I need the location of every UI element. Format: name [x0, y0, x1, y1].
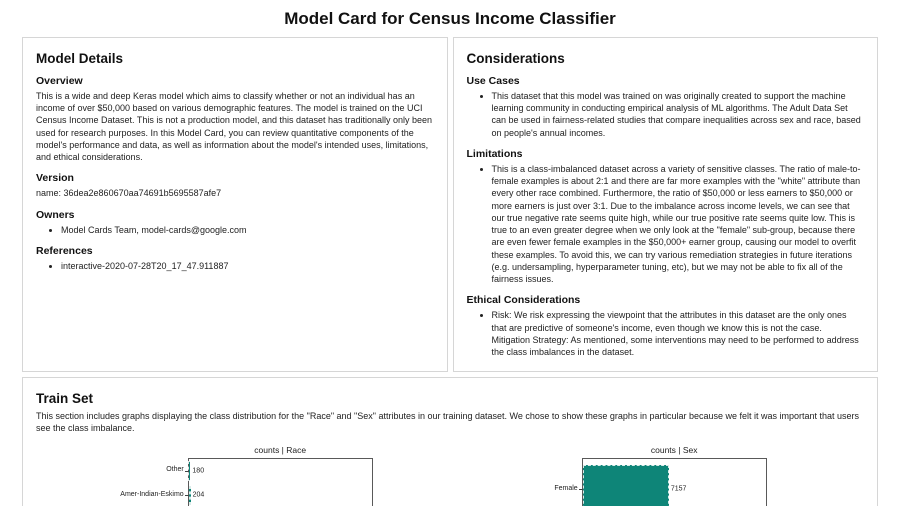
train-set-title: Train Set — [36, 391, 94, 407]
race-chart-slot: bucketsOtherAmer-Indian-EskimoAsian-Pac-… — [36, 444, 450, 506]
bar-chart: bucketsFemaleMalecounts | Sex71571463402… — [547, 444, 767, 506]
top-cards-row: Model Details Overview This is a wide an… — [22, 37, 878, 373]
overview-heading: Overview — [36, 75, 83, 87]
y-tick-mark — [578, 489, 583, 491]
ethical-considerations-list: Risk: We risk expressing the viewpoint t… — [467, 309, 865, 358]
bar — [188, 461, 191, 481]
references-heading: References — [36, 244, 93, 257]
owners-list: Model Cards Team, model-cards@google.com — [36, 224, 434, 236]
considerations-card: Considerations Use Cases This dataset th… — [452, 37, 878, 373]
list-item: This dataset that this model was trained… — [492, 90, 865, 139]
list-item: Risk: We risk expressing the viewpoint t… — [492, 309, 865, 358]
category-label: Female — [554, 484, 578, 492]
train-set-description: This section includes graphs displaying … — [36, 411, 860, 434]
list-item: This is a class-imbalanced dataset acros… — [492, 163, 865, 285]
y-axis-label: buckets — [547, 458, 554, 506]
category-labels: FemaleMale — [554, 458, 581, 506]
bar-value-label: 180 — [192, 467, 205, 475]
use-cases-list: This dataset that this model was trained… — [467, 90, 865, 139]
page-title: Model Card for Census Income Classifier — [284, 9, 616, 28]
y-tick-mark — [184, 470, 189, 472]
chart-main: counts | Sex7157146340200040006000800010… — [578, 444, 767, 506]
considerations-title: Considerations — [466, 51, 565, 66]
race-distribution-chart: bucketsOtherAmer-Indian-EskimoAsian-Pac-… — [113, 444, 373, 506]
list-item: interactive-2020-07-28T20_17_47.911887 — [61, 260, 434, 272]
model-details-title: Model Details — [36, 51, 124, 66]
bar-value-label: 7157 — [670, 485, 687, 493]
model-details-card: Model Details Overview This is a wide an… — [22, 37, 448, 373]
sex-distribution-chart: bucketsFemaleMalecounts | Sex71571463402… — [547, 444, 767, 506]
category-label: Other — [166, 466, 184, 474]
bar-chart: bucketsOtherAmer-Indian-EskimoAsian-Pac-… — [113, 444, 373, 506]
references-list: interactive-2020-07-28T20_17_47.911887 — [36, 260, 434, 272]
charts-row: bucketsOtherAmer-Indian-EskimoAsian-Pac-… — [36, 444, 864, 506]
ethical-considerations-heading: Ethical Considerations — [466, 294, 581, 307]
chart-main: counts | Race180204695210218610025005000… — [184, 444, 373, 506]
train-set-card: Train Set This section includes graphs d… — [22, 377, 878, 506]
bar-value-label: 204 — [192, 491, 205, 499]
plot-area: 180204695210218610 — [184, 457, 373, 506]
list-item: Model Cards Team, model-cards@google.com — [61, 224, 434, 236]
y-tick-mark — [184, 495, 189, 497]
limitations-heading: Limitations — [466, 147, 523, 160]
use-cases-heading: Use Cases — [466, 75, 520, 87]
sex-chart-slot: bucketsFemaleMalecounts | Sex71571463402… — [450, 444, 864, 506]
version-heading: Version — [36, 172, 74, 185]
owners-heading: Owners — [36, 208, 75, 221]
plot-area: 715714634 — [578, 457, 767, 506]
bar — [188, 485, 191, 506]
overview-text: This is a wide and deep Keras model whic… — [36, 91, 433, 163]
chart-title: counts | Race — [254, 444, 307, 455]
bar — [582, 464, 669, 506]
y-axis-label: buckets — [113, 458, 120, 506]
category-label: Amer-Indian-Eskimo — [120, 490, 184, 498]
category-labels: OtherAmer-Indian-EskimoAsian-Pac-Islande… — [120, 458, 187, 506]
version-name: name: 36dea2e860670aa74691b5695587afe7 — [36, 188, 222, 199]
limitations-list: This is a class-imbalanced dataset acros… — [467, 163, 865, 285]
chart-title: counts | Sex — [650, 444, 698, 455]
